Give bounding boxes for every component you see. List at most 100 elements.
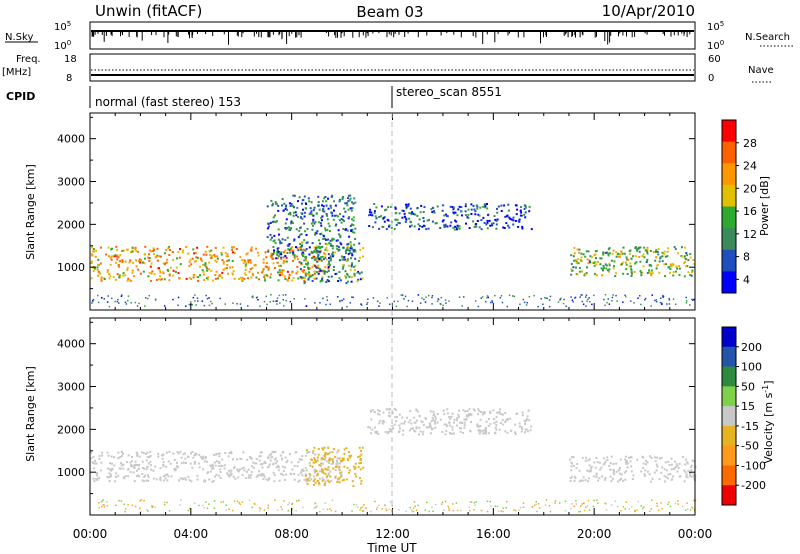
echo-cell (126, 266, 129, 269)
echo-cell (569, 507, 572, 510)
echo-cell (588, 297, 590, 299)
echo-cell (326, 299, 329, 301)
echo-cell (604, 477, 607, 479)
echo-cell (338, 198, 341, 201)
echo-cell (389, 303, 391, 305)
echo-cell (354, 268, 356, 271)
echo-cell (410, 224, 413, 227)
echo-cell (280, 242, 283, 244)
echo-cell (604, 251, 607, 254)
echo-cell (315, 251, 318, 254)
echo-cell (305, 449, 308, 452)
nave-label: Nave (748, 65, 774, 76)
echo-cell (617, 469, 620, 472)
echo-cell (145, 479, 148, 482)
echo-cell (126, 461, 129, 463)
echo-cell (641, 255, 644, 258)
echo-cell (148, 271, 151, 274)
echo-cell (232, 246, 235, 249)
echo-cell (139, 500, 141, 502)
y-tick-label: 4000 (57, 133, 85, 146)
echo-cell (257, 254, 260, 257)
echo-cell (414, 505, 416, 508)
echo-cell (594, 272, 596, 275)
echo-cell (120, 450, 123, 453)
echo-cell (393, 228, 396, 231)
echo-cell (106, 269, 109, 272)
echo-cell (456, 417, 459, 419)
echo-cell (375, 432, 378, 434)
echo-cell (101, 451, 104, 454)
echo-cell (569, 477, 572, 480)
echo-cell (494, 426, 497, 429)
echo-cell (115, 248, 118, 251)
echo-cell (98, 454, 101, 457)
echo-cell (481, 296, 484, 298)
echo-cell (304, 230, 307, 233)
echo-cell (135, 249, 138, 252)
echo-cell (162, 262, 165, 265)
echo-cell (624, 294, 626, 296)
echo-cell (507, 203, 510, 206)
echo-cell (314, 220, 317, 223)
echo-cell (408, 212, 411, 214)
echo-cell (486, 203, 488, 205)
echo-cell (320, 457, 323, 460)
echo-cell (334, 466, 337, 468)
echo-cell (601, 267, 604, 270)
echo-cell (169, 248, 171, 251)
echo-cell (305, 469, 308, 472)
echo-cell (501, 301, 504, 304)
echo-cell (306, 263, 309, 266)
echo-cell (625, 268, 628, 271)
echo-cell (275, 466, 278, 469)
echo-cell (354, 265, 357, 268)
echo-cell (446, 225, 449, 228)
echo-cell (329, 451, 331, 454)
colorbar-tick-label: -100 (741, 459, 766, 472)
echo-cell (495, 415, 498, 418)
echo-cell (486, 296, 488, 299)
echo-cell (669, 271, 671, 274)
echo-cell (130, 460, 133, 463)
echo-cell (119, 260, 121, 263)
echo-cell (578, 480, 581, 483)
echo-cell (270, 273, 272, 276)
echo-cell (354, 250, 357, 253)
echo-cell (107, 295, 109, 297)
echo-cell (293, 206, 296, 209)
echo-cell (469, 509, 471, 512)
echo-cell (297, 236, 300, 239)
echo-cell (645, 261, 648, 263)
echo-cell (195, 304, 197, 306)
echo-cell (398, 430, 401, 433)
echo-cell (323, 210, 326, 213)
echo-cell (454, 225, 457, 228)
echo-cell (526, 302, 528, 304)
echo-cell (644, 297, 647, 300)
echo-cell (386, 432, 389, 435)
echo-cell (481, 413, 484, 416)
echo-cell (691, 271, 694, 274)
echo-cell (482, 432, 485, 435)
echo-cell (266, 303, 268, 306)
echo-cell (667, 473, 670, 476)
echo-cell (144, 305, 146, 307)
echo-cell (101, 500, 103, 502)
echo-cell (275, 457, 277, 460)
echo-cell (144, 253, 147, 256)
echo-cell (219, 274, 222, 276)
echo-cell (501, 419, 504, 422)
echo-cell (206, 278, 209, 281)
echo-cell (691, 506, 693, 508)
echo-cell (352, 265, 355, 268)
echo-cell (452, 226, 455, 229)
echo-cell (521, 411, 524, 414)
echo-cell (155, 278, 158, 281)
echo-cell (340, 459, 343, 462)
echo-cell (165, 465, 168, 468)
echo-cell (419, 211, 422, 214)
echo-cell (185, 277, 188, 280)
echo-cell (333, 455, 336, 458)
echo-cell (330, 206, 333, 209)
